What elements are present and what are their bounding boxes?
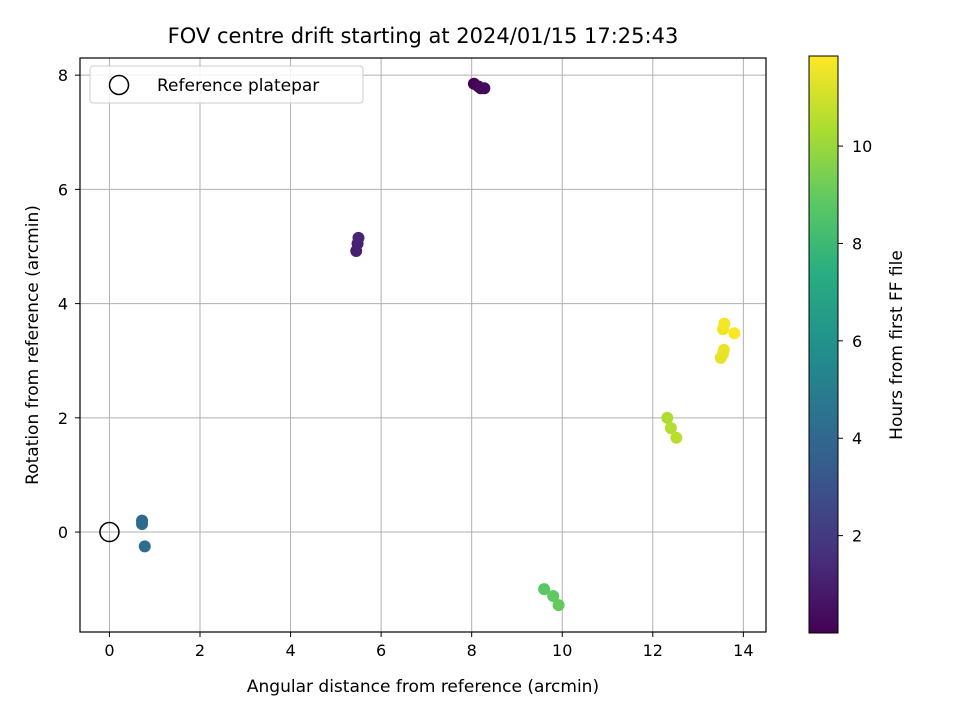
data-point	[670, 431, 683, 444]
data-point	[718, 317, 731, 330]
x-tick-label: 14	[733, 641, 753, 660]
y-tick-label: 2	[58, 409, 68, 428]
data-point	[352, 231, 365, 244]
colorbar-tick-label: 6	[852, 332, 862, 351]
y-tick-label: 8	[58, 66, 68, 85]
x-tick-label: 2	[195, 641, 205, 660]
data-point	[661, 411, 674, 424]
y-tick-label: 6	[58, 180, 68, 199]
colorbar: 2 4 6 8 10 Hours from first FF file	[808, 55, 907, 634]
plot-frame	[79, 57, 767, 633]
data-point	[717, 343, 730, 356]
data-point	[664, 422, 677, 435]
x-tick-label: 8	[467, 641, 477, 660]
x-tick-label: 4	[285, 641, 295, 660]
colorbar-tick-label: 10	[852, 137, 872, 156]
legend: Reference platepar	[89, 65, 364, 104]
data-points	[136, 77, 741, 612]
legend-marker-hollow-circle	[108, 74, 130, 96]
legend-box	[89, 65, 364, 104]
reference-platepar-marker	[99, 521, 120, 543]
legend-label-reference-platepar: Reference platepar	[157, 76, 319, 96]
data-point	[552, 599, 565, 612]
data-point	[136, 518, 149, 531]
x-axis-ticks: 0 2 4 6 8 10 12 14	[104, 632, 754, 660]
x-axis-label: Angular distance from reference (arcmin)	[247, 677, 599, 697]
y-tick-label: 4	[58, 295, 68, 314]
y-axis-label: Rotation from reference (arcmin)	[23, 205, 43, 485]
chart-title: FOV centre drift starting at 2024/01/15 …	[168, 24, 679, 48]
data-point	[547, 590, 560, 603]
data-point	[478, 82, 491, 95]
y-tick-label: 0	[58, 523, 68, 542]
colorbar-tick-label: 4	[852, 429, 862, 448]
x-tick-label: 12	[643, 641, 663, 660]
colorbar-tick-label: 2	[852, 527, 862, 546]
colorbar-gradient	[808, 55, 839, 634]
reference-marker-group	[99, 521, 120, 543]
x-tick-label: 0	[104, 641, 114, 660]
data-point	[538, 583, 551, 596]
y-axis-ticks: 0 2 4 6 8	[58, 66, 80, 542]
x-tick-label: 10	[552, 641, 572, 660]
colorbar-tick-label: 8	[852, 234, 862, 253]
plot-area: 0 2 4 6 8 10 12 14 0 2 4 6 8	[58, 57, 767, 660]
data-point	[138, 540, 151, 553]
data-point	[728, 327, 741, 340]
grid-lines	[80, 58, 766, 632]
colorbar-ticks: 2 4 6 8 10	[838, 137, 872, 546]
x-tick-label: 6	[376, 641, 386, 660]
colorbar-label: Hours from first FF file	[887, 250, 907, 440]
